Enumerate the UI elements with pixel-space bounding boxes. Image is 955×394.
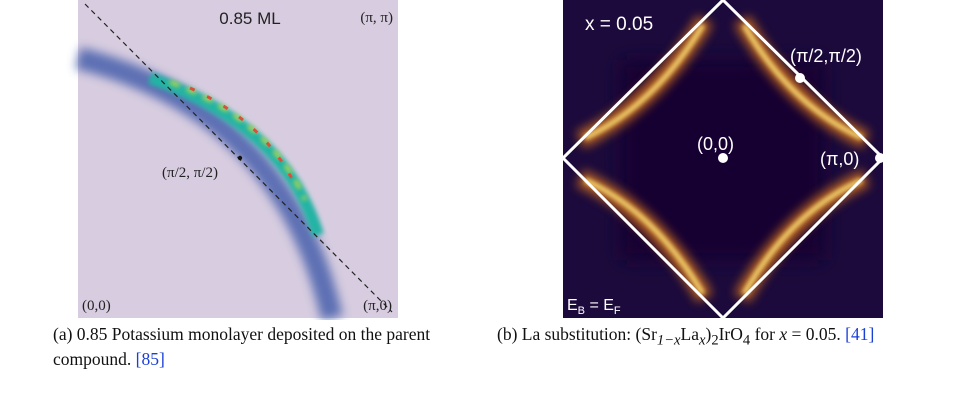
band-peak xyxy=(189,86,297,186)
panel-bg xyxy=(78,0,398,318)
f: x xyxy=(699,332,706,349)
arcs xyxy=(583,23,864,296)
point xyxy=(237,155,243,161)
energy: E xyxy=(567,297,578,314)
energy-sub: F xyxy=(614,305,621,317)
label: (π/2, π/2) xyxy=(162,165,218,181)
band-core xyxy=(148,72,324,237)
caption-text: for xyxy=(754,324,775,344)
panel-b: x = 0.05 (π/2,π/2) (0,0) (π,0) EB = EF xyxy=(560,0,886,320)
band xyxy=(75,47,343,320)
panel-a: 0.85 ML (π, π) (π/2, π/2) (0,0) (π,0) xyxy=(75,0,398,320)
figure: 0.85 ML (π, π) (π/2, π/2) (0,0) (π,0) x … xyxy=(75,0,886,320)
f: 4 xyxy=(742,332,751,349)
f: (Sr xyxy=(635,324,657,344)
label: x = 0.05 xyxy=(585,14,653,35)
point xyxy=(795,73,805,83)
label: (π,0) xyxy=(363,298,392,314)
reference[interactable]: [85] xyxy=(135,349,165,369)
zone-boundary xyxy=(560,0,886,320)
formula: (Sr1−xLax)2IrO4 xyxy=(635,324,751,349)
label: (0,0) xyxy=(697,134,734,154)
energy: = E xyxy=(585,297,614,314)
f: ) xyxy=(705,324,712,344)
reference[interactable]: [41] xyxy=(845,324,875,344)
label: EB = EF xyxy=(567,297,621,317)
label: (0,0) xyxy=(82,298,111,314)
f: La xyxy=(680,324,699,344)
label: (π/2,π/2) xyxy=(790,46,862,66)
point xyxy=(718,153,728,163)
point xyxy=(875,153,885,163)
caption-a: (a) 0.85 Potassium monolayer deposited o… xyxy=(53,322,441,372)
caption-b: (b) La substitution: (Sr1−xLax)2IrO4 for… xyxy=(497,322,887,354)
label: (π, π) xyxy=(360,10,393,26)
f: IrO xyxy=(718,324,743,344)
f: 2 xyxy=(711,332,719,349)
caption-text: (b) La substitution: xyxy=(497,324,632,344)
math: x xyxy=(779,324,788,344)
caption-text: = 0.05. xyxy=(791,324,841,344)
f: 1−x xyxy=(656,332,681,349)
caption-text: (a) 0.85 Potassium monolayer deposited o… xyxy=(53,324,431,369)
label: (π,0) xyxy=(820,149,859,169)
label: 0.85 ML xyxy=(219,9,280,28)
energy-sub: B xyxy=(578,305,585,317)
